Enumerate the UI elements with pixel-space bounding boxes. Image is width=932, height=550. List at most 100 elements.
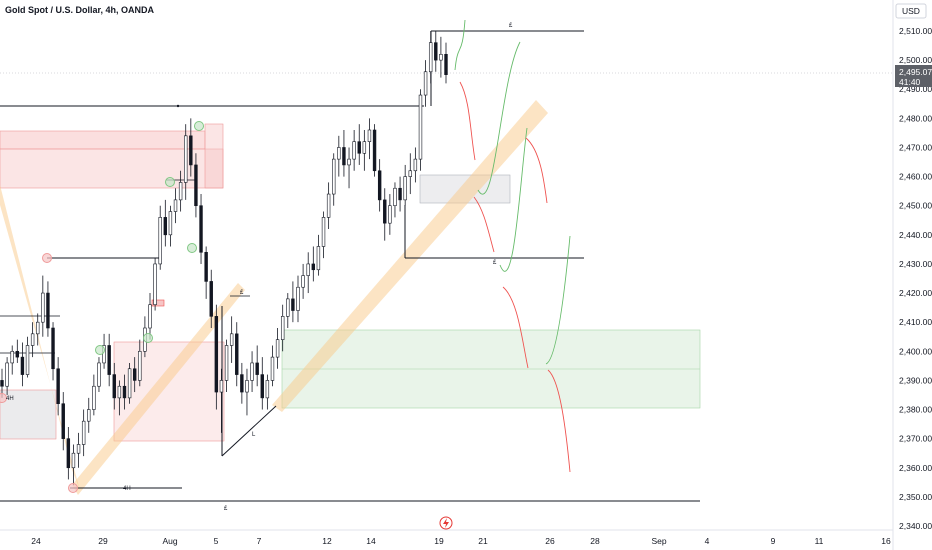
- label-l-mid: £: [493, 260, 497, 266]
- candle-up[interactable]: [224, 345, 229, 381]
- candle-up[interactable]: [326, 193, 331, 218]
- candle-down[interactable]: [260, 374, 264, 399]
- candle-up[interactable]: [362, 141, 367, 154]
- candle-down[interactable]: [0, 380, 4, 387]
- candle-up[interactable]: [367, 129, 372, 142]
- price-axis[interactable]: 2,510.000 2,500.000 2,490.000 2,480.000 2,47…: [899, 26, 932, 531]
- candle-down[interactable]: [56, 368, 60, 405]
- candle-up[interactable]: [306, 263, 310, 276]
- x-tick-label: 9: [771, 536, 776, 546]
- chart-title: Gold Spot / U.S. Dollar, 4h, OANDA: [5, 5, 155, 15]
- candle-up[interactable]: [321, 217, 326, 247]
- candle-up[interactable]: [393, 187, 397, 207]
- candle-down[interactable]: [255, 362, 259, 375]
- candle-down[interactable]: [235, 333, 239, 375]
- candle-down[interactable]: [199, 205, 203, 253]
- candle-down[interactable]: [66, 438, 71, 469]
- candle-up[interactable]: [5, 362, 9, 387]
- candle-up[interactable]: [173, 199, 178, 212]
- candle-down[interactable]: [434, 42, 438, 61]
- candle-up[interactable]: [352, 141, 356, 160]
- candle-up[interactable]: [418, 94, 423, 160]
- arrow-up-3: [499, 127, 528, 272]
- candle-down[interactable]: [398, 187, 402, 201]
- candle-down[interactable]: [20, 356, 25, 375]
- candle-up[interactable]: [316, 246, 321, 271]
- currency-button[interactable]: [895, 3, 927, 19]
- candle-up[interactable]: [403, 176, 407, 201]
- candle-up[interactable]: [413, 158, 418, 172]
- candle-up[interactable]: [87, 409, 91, 422]
- candle-down[interactable]: [15, 350, 20, 358]
- candle-up[interactable]: [275, 339, 280, 358]
- candle-down[interactable]: [240, 374, 244, 393]
- lightning-icon[interactable]: [439, 516, 453, 530]
- candle-down[interactable]: [209, 281, 213, 317]
- candle-down[interactable]: [46, 292, 50, 329]
- candle-down[interactable]: [342, 147, 346, 166]
- candle-up[interactable]: [92, 385, 96, 410]
- candle-up[interactable]: [250, 362, 254, 381]
- time-axis[interactable]: 24 29 Aug 5 7 12 14 19 21 26 28 Sep 4 9 11 16: [31, 536, 891, 546]
- candle-up[interactable]: [286, 298, 290, 317]
- candle-down[interactable]: [377, 170, 382, 201]
- candle-down[interactable]: [122, 385, 127, 399]
- candle-down[interactable]: [214, 316, 219, 393]
- candle-up[interactable]: [229, 333, 234, 346]
- candle-down[interactable]: [189, 135, 193, 166]
- candle-down[interactable]: [51, 327, 55, 370]
- candle-up[interactable]: [408, 170, 412, 177]
- candle-up[interactable]: [280, 316, 285, 340]
- candle-up[interactable]: [178, 182, 183, 201]
- candle-up[interactable]: [117, 385, 122, 399]
- candle-up[interactable]: [41, 292, 45, 323]
- candle-up[interactable]: [332, 158, 336, 195]
- candle-down[interactable]: [61, 403, 65, 439]
- candle-up[interactable]: [25, 345, 30, 375]
- candle-up[interactable]: [270, 356, 275, 381]
- candle-up[interactable]: [127, 368, 132, 399]
- candle-down[interactable]: [311, 263, 316, 271]
- candle-up[interactable]: [97, 362, 101, 387]
- candle-up[interactable]: [138, 350, 142, 381]
- candle-up[interactable]: [439, 53, 443, 61]
- candle-up[interactable]: [76, 444, 81, 454]
- candle-down[interactable]: [112, 374, 116, 399]
- pivot-marker: [194, 121, 204, 131]
- candle-up[interactable]: [347, 158, 351, 166]
- candle-up[interactable]: [158, 217, 162, 265]
- candle-down[interactable]: [194, 164, 198, 207]
- candle-down[interactable]: [372, 129, 377, 172]
- candle-down[interactable]: [291, 298, 295, 311]
- candle-up[interactable]: [148, 304, 152, 329]
- trend-line[interactable]: [221, 405, 277, 457]
- candle-up[interactable]: [184, 135, 188, 183]
- candle-up[interactable]: [337, 147, 341, 160]
- plot-area[interactable]: [0, 0, 893, 530]
- candle-up[interactable]: [30, 333, 35, 346]
- candle-up[interactable]: [153, 263, 157, 306]
- candle-up[interactable]: [71, 452, 76, 469]
- candle-up[interactable]: [168, 211, 173, 236]
- candle-up[interactable]: [81, 420, 86, 445]
- candle-up[interactable]: [388, 205, 392, 224]
- candle-down[interactable]: [357, 141, 361, 154]
- candle-up[interactable]: [265, 380, 270, 399]
- candle-down[interactable]: [107, 345, 111, 375]
- candle-up[interactable]: [36, 321, 40, 335]
- candle-down[interactable]: [132, 368, 137, 381]
- candle-up[interactable]: [428, 42, 433, 73]
- candle-up[interactable]: [423, 71, 428, 96]
- candles[interactable]: [0, 31, 448, 486]
- candle-down[interactable]: [444, 53, 448, 75]
- candle-up[interactable]: [219, 380, 224, 393]
- candle-up[interactable]: [10, 350, 14, 364]
- level-dot: [176, 104, 180, 108]
- candle-down[interactable]: [383, 199, 387, 224]
- candle-down[interactable]: [163, 217, 168, 236]
- candle-up[interactable]: [296, 286, 300, 311]
- candle-up[interactable]: [301, 275, 305, 288]
- candle-up[interactable]: [245, 380, 249, 393]
- candle-down[interactable]: [204, 251, 208, 282]
